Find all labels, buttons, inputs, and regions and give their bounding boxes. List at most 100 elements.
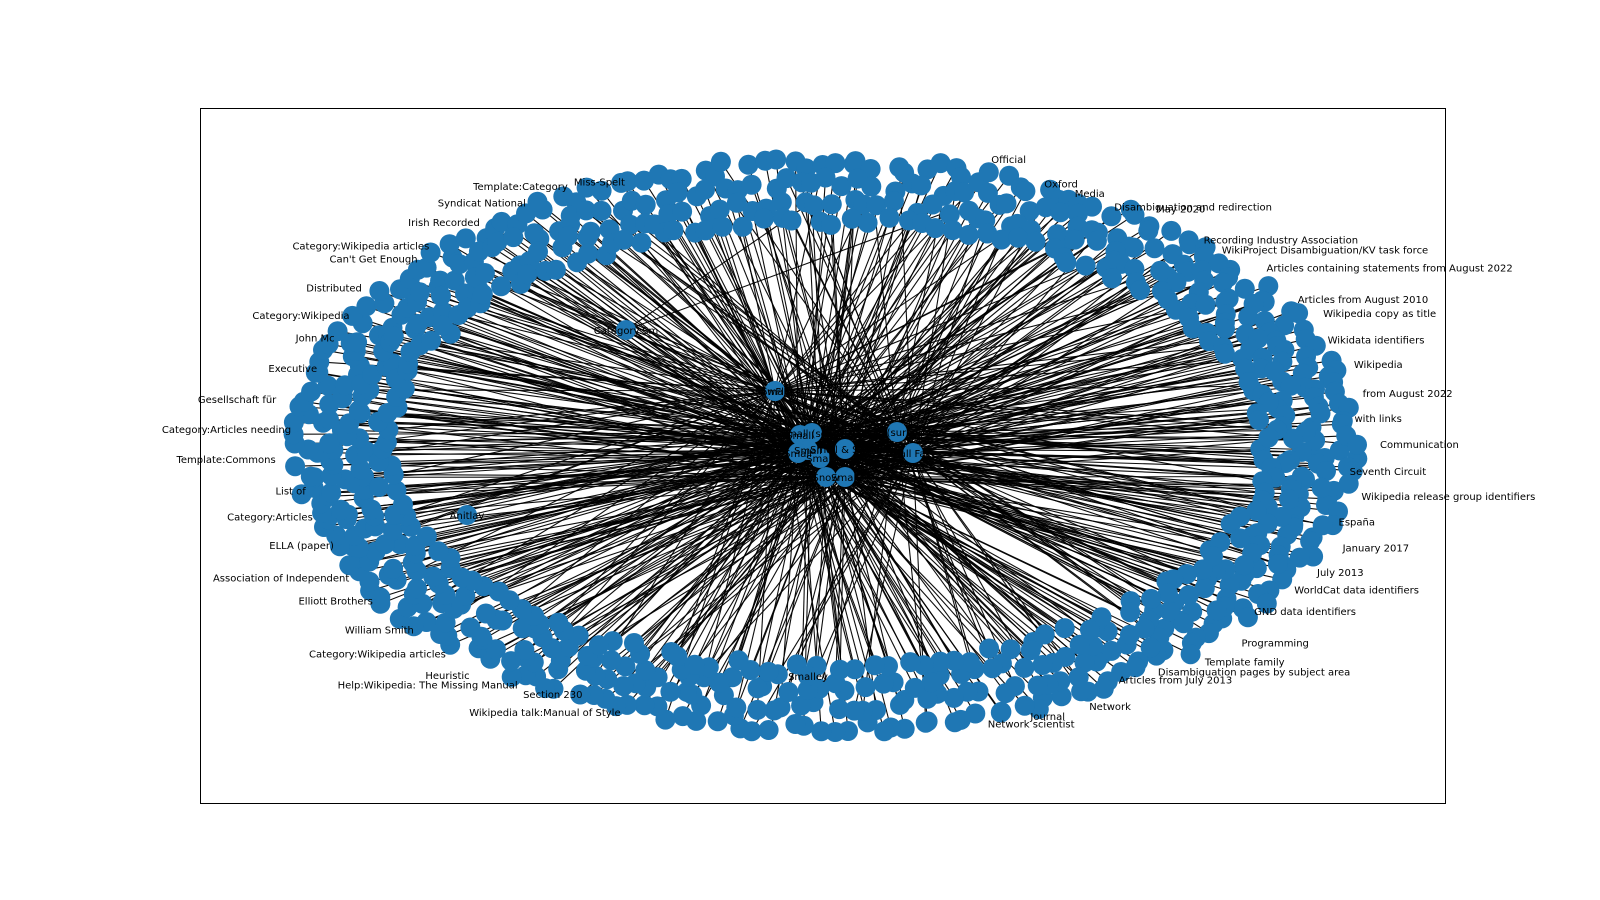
graph-node xyxy=(1138,220,1159,241)
graph-node xyxy=(423,566,444,587)
graph-node xyxy=(1020,640,1041,661)
node-label: España xyxy=(1339,518,1375,529)
node-label: Category:Articles xyxy=(227,513,313,524)
node-label: Network scientist xyxy=(988,720,1075,731)
node-label: Help:Wikipedia: The Missing Manual xyxy=(338,680,518,691)
graph-node xyxy=(1238,306,1259,327)
graph-node xyxy=(1159,601,1180,622)
graph-node xyxy=(588,635,609,656)
edge xyxy=(694,232,799,454)
edge xyxy=(896,431,990,649)
graph-node xyxy=(1213,272,1233,293)
graph-node xyxy=(356,296,377,317)
graph-node xyxy=(428,541,449,562)
edge xyxy=(825,476,1108,632)
hub-node xyxy=(903,443,923,463)
edge xyxy=(509,434,801,601)
edge xyxy=(844,476,1131,613)
edge xyxy=(811,250,1116,434)
graph-node xyxy=(1215,318,1235,339)
graph-node xyxy=(1141,588,1162,609)
graph-node xyxy=(841,208,862,229)
edge xyxy=(844,476,955,661)
node-label: Recording Industry Association xyxy=(1204,236,1358,247)
edge xyxy=(811,432,841,670)
edge xyxy=(576,261,801,436)
edge xyxy=(799,267,1107,436)
graph-node xyxy=(709,672,730,693)
edge xyxy=(410,390,776,528)
edge xyxy=(761,476,827,687)
hub-node xyxy=(835,439,855,459)
plot-frame xyxy=(200,108,1446,804)
graph-node xyxy=(785,714,806,734)
edge xyxy=(433,457,821,578)
node-label: Gesellschaft für xyxy=(198,395,277,406)
edge xyxy=(807,317,1190,451)
node-label: Syndicat National xyxy=(438,198,526,209)
edge xyxy=(605,254,846,450)
edge xyxy=(799,346,1224,436)
edge xyxy=(807,449,1210,551)
edge xyxy=(844,448,1169,594)
graph-node xyxy=(921,672,942,693)
graph-node xyxy=(1234,278,1255,299)
edge xyxy=(819,332,1207,459)
graph-node xyxy=(726,192,747,213)
graph-node xyxy=(944,712,965,733)
edge xyxy=(395,378,846,478)
graph-node xyxy=(1000,639,1021,660)
hub-node xyxy=(835,467,855,487)
node-label: Anitlav xyxy=(450,511,485,522)
node-label: Association of Independent xyxy=(213,574,349,585)
graph-node xyxy=(954,182,975,203)
graph-node xyxy=(1288,303,1309,324)
graph-node xyxy=(283,412,304,433)
edge xyxy=(896,426,1283,433)
graph-node xyxy=(990,702,1011,723)
graph-node xyxy=(1120,602,1141,623)
node-label: July 2013 xyxy=(1316,568,1364,579)
graph-node xyxy=(874,721,895,742)
edge xyxy=(774,340,1210,392)
edge xyxy=(362,395,821,459)
graph-node xyxy=(503,227,524,248)
edge xyxy=(819,262,1067,459)
graph-node xyxy=(430,270,451,291)
edge xyxy=(844,476,1241,539)
graph-node xyxy=(491,276,512,297)
graph-node xyxy=(635,194,656,215)
graph-node xyxy=(330,499,351,520)
graph-node xyxy=(1347,434,1367,455)
node-label: Section 230 xyxy=(523,690,582,701)
graph-node xyxy=(781,210,802,231)
hub-node-label: Small Faces xyxy=(884,449,943,460)
edge xyxy=(521,390,776,610)
graph-node xyxy=(616,320,636,340)
edge xyxy=(631,449,811,661)
hub-node-label: Small xyxy=(786,431,814,442)
graph-node xyxy=(1258,427,1279,448)
node-label: Wikipedia talk:Manual of Style xyxy=(469,708,620,719)
edge xyxy=(797,256,1064,454)
graph-node xyxy=(1206,600,1227,621)
graph-node xyxy=(1311,477,1332,498)
graph-node xyxy=(873,673,894,694)
node-label: Wikipedia xyxy=(1354,360,1403,371)
graph-node xyxy=(1179,234,1200,255)
graph-node xyxy=(570,684,591,705)
node-label: Communication xyxy=(1380,440,1459,451)
graph-node xyxy=(1014,695,1035,716)
graph-node xyxy=(996,193,1017,214)
graph-node xyxy=(318,409,339,430)
node-label: Can't Get Enough xyxy=(329,255,417,266)
hub-labels-layer: Category:SmSmallAnitlavSmalleySmallSmall… xyxy=(450,326,943,683)
graph-node xyxy=(1316,461,1336,482)
graph-node xyxy=(712,216,733,237)
graph-node xyxy=(911,175,932,196)
node-label: Oxford xyxy=(1044,179,1078,190)
edge xyxy=(774,390,1282,518)
edge xyxy=(533,457,821,617)
edge xyxy=(450,476,846,569)
edge xyxy=(438,286,776,392)
